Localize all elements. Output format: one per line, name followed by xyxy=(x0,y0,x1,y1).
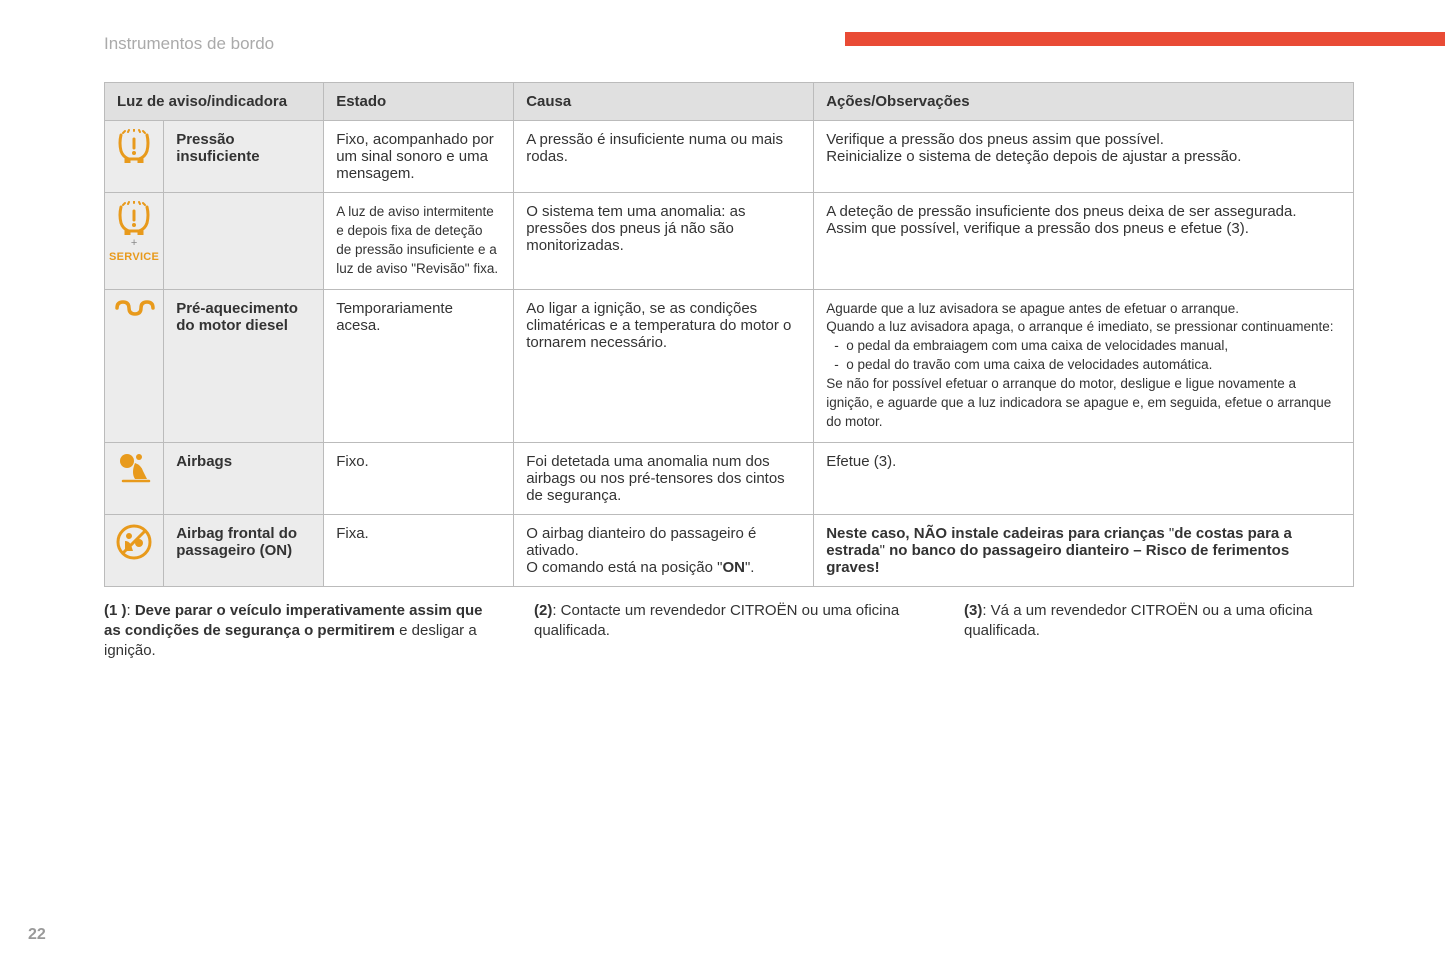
list-item: o pedal do travão com uma caixa de veloc… xyxy=(836,356,1341,375)
acoes-cell: A deteção de pressão insuficiente dos pn… xyxy=(814,193,1354,290)
estado-cell: Fixo, acompanhado por um sinal sonoro e … xyxy=(324,121,514,193)
table-row: Airbags Fixo. Foi detetada uma anomalia … xyxy=(105,442,1354,514)
acoes-cell: Neste caso, NÃO instale cadeiras para cr… xyxy=(814,514,1354,586)
acoes-cell: Efetue (3). xyxy=(814,442,1354,514)
estado-cell: Fixo. xyxy=(324,442,514,514)
label-cell xyxy=(164,193,324,290)
page-number: 22 xyxy=(28,926,46,944)
icon-cell xyxy=(105,121,164,193)
table-row: Airbag frontal do passageiro (ON) Fixa. … xyxy=(105,514,1354,586)
airbag-icon xyxy=(115,451,153,483)
icon-cell: + SERVICE xyxy=(105,193,164,290)
table-row: + SERVICE A luz de aviso intermitente e … xyxy=(105,193,1354,290)
table-row: Pressão insuficiente Fixo, acompanhado p… xyxy=(105,121,1354,193)
icon-cell xyxy=(105,514,164,586)
label-cell: Airbag frontal do passageiro (ON) xyxy=(164,514,324,586)
acoes-pre: Aguarde que a luz avisadora se apague an… xyxy=(826,301,1333,335)
acoes-cell: Verifique a pressão dos pneus assim que … xyxy=(814,121,1354,193)
acoes-bullet-list: o pedal da embraiagem com uma caixa de v… xyxy=(826,337,1341,375)
causa-cell: A pressão é insuficiente numa ou mais ro… xyxy=(514,121,814,193)
acoes-text: A deteção de pressão insuficiente dos pn… xyxy=(826,203,1296,237)
warning-lights-table: Luz de aviso/indicadora Estado Causa Açõ… xyxy=(104,82,1354,587)
tire-pressure-icon xyxy=(115,201,153,235)
glow-plug-icon xyxy=(113,298,155,322)
label-cell: Pré-aquecimento do motor diesel xyxy=(164,289,324,442)
causa-cell: Foi detetada uma anomalia num dos airbag… xyxy=(514,442,814,514)
footnote-1: (1 ): Deve parar o veículo imperativamen… xyxy=(104,601,494,662)
estado-cell: A luz de aviso intermitente e depois fix… xyxy=(324,193,514,290)
label-cell: Pressão insuficiente xyxy=(164,121,324,193)
col-header-acoes: Ações/Observações xyxy=(814,83,1354,121)
acoes-post: Se não for possível efetuar o arranque d… xyxy=(826,376,1331,429)
table-row: Pré-aquecimento do motor diesel Temporar… xyxy=(105,289,1354,442)
causa-text: O airbag dianteiro do passageiro é ativa… xyxy=(526,525,756,576)
acoes-text: Verifique a pressão dos pneus assim que … xyxy=(826,131,1241,165)
plus-label: + xyxy=(131,237,137,249)
footnotes: (1 ): Deve parar o veículo imperativamen… xyxy=(104,601,1354,662)
section-title: Instrumentos de bordo xyxy=(104,34,274,54)
label-cell: Airbags xyxy=(164,442,324,514)
airbag-off-icon xyxy=(115,523,153,561)
content-wrapper: Luz de aviso/indicadora Estado Causa Açõ… xyxy=(104,82,1354,662)
tire-pressure-icon xyxy=(115,129,153,163)
col-header-causa: Causa xyxy=(514,83,814,121)
estado-cell: Fixa. xyxy=(324,514,514,586)
footnote-2: (2): Contacte um revendedor CITROËN ou u… xyxy=(534,601,924,662)
acoes-text: Neste caso, NÃO instale cadeiras para cr… xyxy=(826,525,1292,576)
icon-cell xyxy=(105,289,164,442)
service-label: SERVICE xyxy=(109,251,159,263)
header-accent-bar xyxy=(845,32,1445,46)
causa-cell: O airbag dianteiro do passageiro é ativa… xyxy=(514,514,814,586)
causa-cell: Ao ligar a ignição, se as condições clim… xyxy=(514,289,814,442)
list-item: o pedal da embraiagem com uma caixa de v… xyxy=(836,337,1341,356)
col-header-indicator: Luz de aviso/indicadora xyxy=(105,83,324,121)
acoes-cell: Aguarde que a luz avisadora se apague an… xyxy=(814,289,1354,442)
icon-cell xyxy=(105,442,164,514)
col-header-estado: Estado xyxy=(324,83,514,121)
estado-cell: Temporariamente acesa. xyxy=(324,289,514,442)
footnote-3: (3): Vá a um revendedor CITROËN ou a uma… xyxy=(964,601,1354,662)
causa-cell: O sistema tem uma anomalia: as pressões … xyxy=(514,193,814,290)
